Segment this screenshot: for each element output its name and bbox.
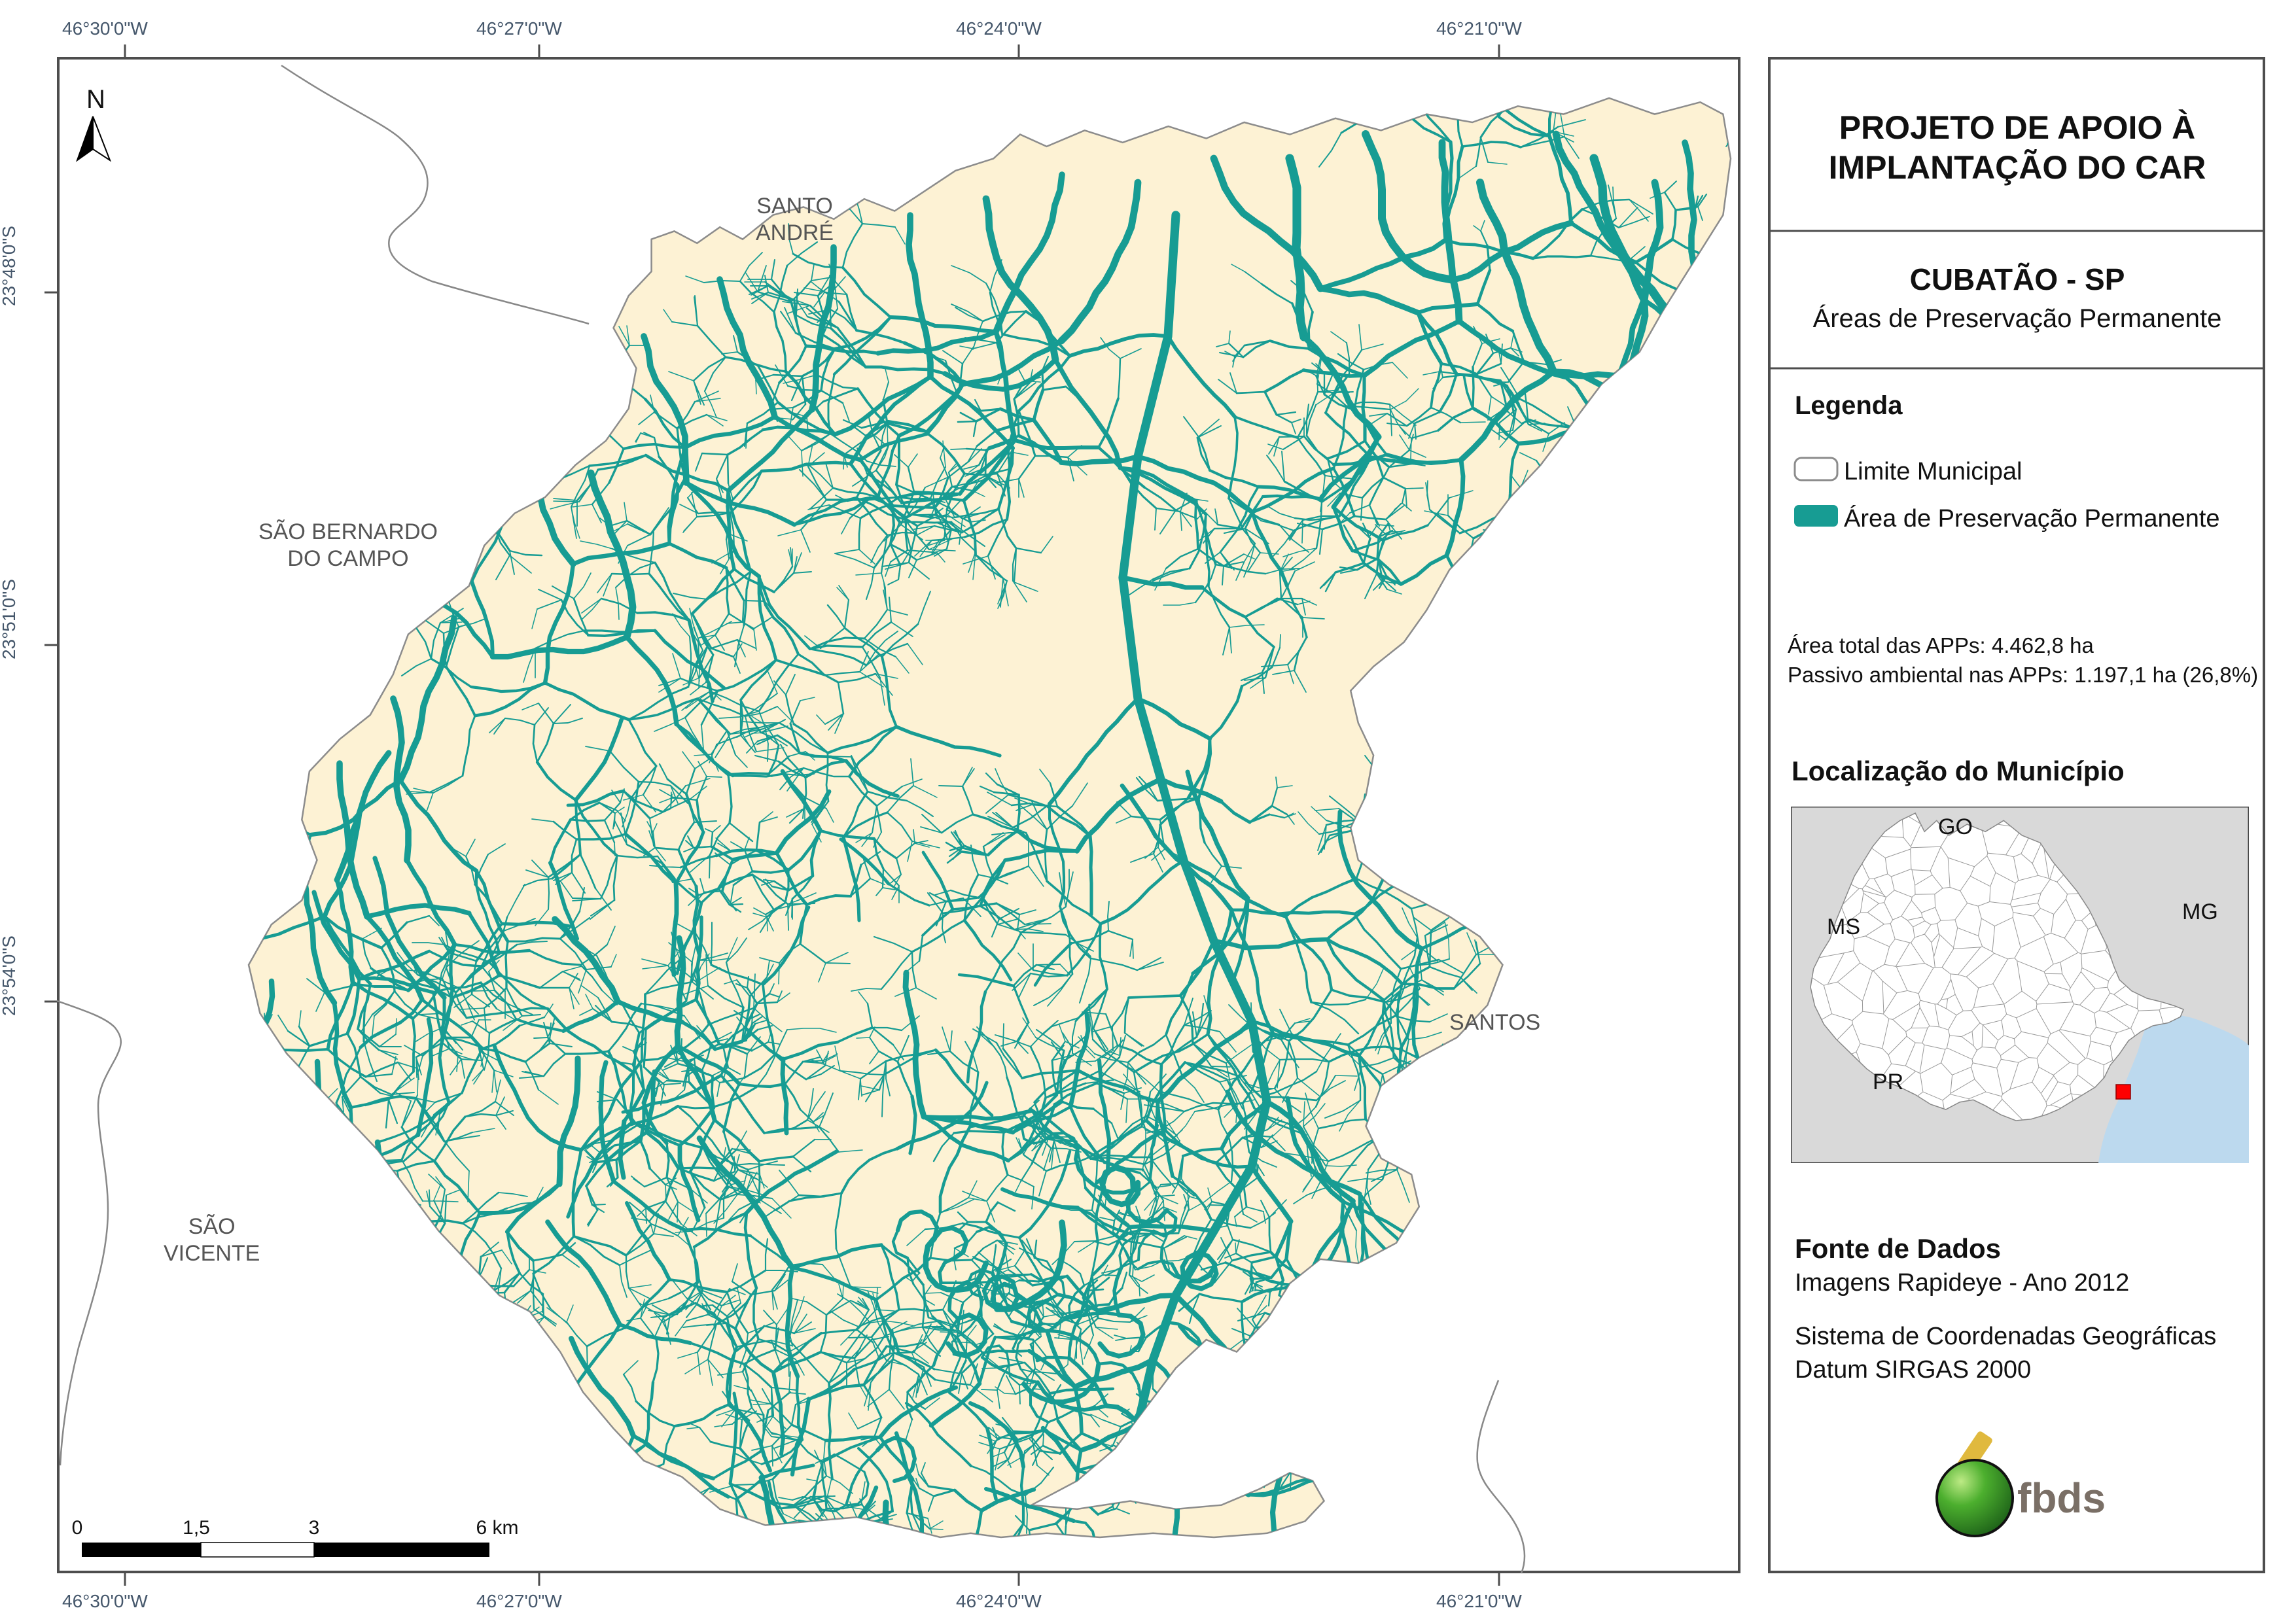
svg-text:fbds: fbds — [2017, 1475, 2106, 1522]
